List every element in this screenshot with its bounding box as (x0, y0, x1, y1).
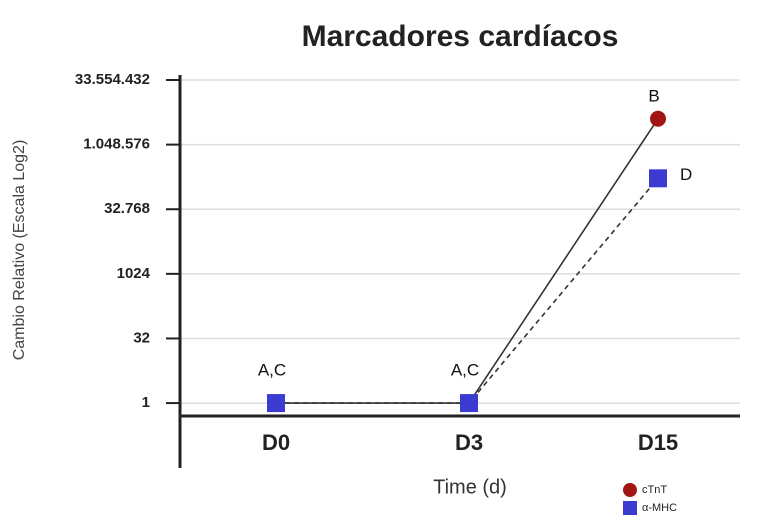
x-tick-label: D3 (455, 430, 483, 455)
legend-marker (623, 483, 637, 497)
legend-label: α-MHC (642, 502, 677, 514)
marker (650, 110, 666, 127)
x-tick-label: D15 (638, 430, 678, 455)
x-axis-label: Time (d) (433, 476, 507, 498)
x-tick-label: D0 (262, 430, 290, 455)
y-tick-label: 32 (133, 329, 150, 346)
y-tick-label: 1024 (117, 265, 151, 282)
y-tick-label: 1 (142, 394, 150, 411)
point-label: D (680, 165, 692, 184)
y-tick-label: 32.768 (104, 200, 150, 217)
point-label: B (648, 86, 659, 105)
marker (460, 394, 478, 413)
marker (649, 169, 667, 188)
point-label: A,C (451, 361, 479, 380)
marker (267, 394, 285, 413)
legend-marker (623, 501, 637, 515)
point-label: A,C (258, 361, 286, 380)
legend-label: cTnT (642, 484, 667, 496)
chart-title: Marcadores cardíacos (302, 20, 619, 53)
y-tick-label: 1.048.576 (83, 136, 150, 153)
y-tick-label: 33.554.432 (75, 71, 150, 88)
y-axis-label: Cambio Relativo (Escala Log2) (11, 140, 28, 361)
